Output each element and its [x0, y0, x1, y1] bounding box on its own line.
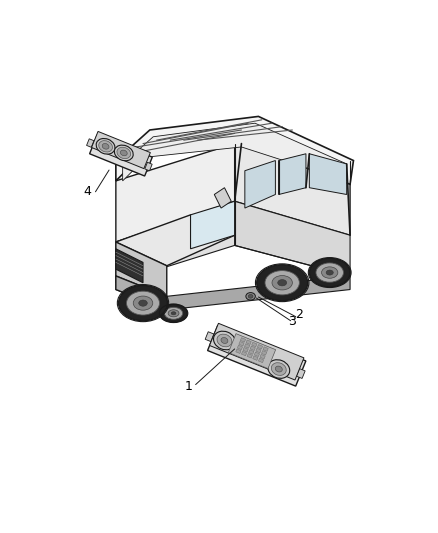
- Polygon shape: [191, 201, 235, 249]
- Polygon shape: [240, 338, 246, 342]
- Ellipse shape: [257, 265, 307, 301]
- Polygon shape: [228, 334, 276, 368]
- Ellipse shape: [164, 308, 183, 319]
- Ellipse shape: [119, 286, 167, 321]
- Polygon shape: [235, 201, 350, 276]
- Ellipse shape: [160, 304, 187, 322]
- Polygon shape: [309, 154, 346, 195]
- Polygon shape: [297, 369, 305, 378]
- Ellipse shape: [117, 147, 131, 159]
- Ellipse shape: [168, 310, 179, 317]
- Polygon shape: [116, 276, 350, 310]
- Ellipse shape: [139, 300, 147, 306]
- Polygon shape: [235, 143, 350, 235]
- Polygon shape: [205, 332, 214, 342]
- Ellipse shape: [309, 259, 350, 287]
- Polygon shape: [92, 132, 150, 168]
- Polygon shape: [145, 163, 152, 171]
- Polygon shape: [116, 249, 143, 282]
- Ellipse shape: [99, 141, 113, 152]
- Polygon shape: [123, 123, 346, 181]
- Ellipse shape: [268, 360, 290, 378]
- Polygon shape: [263, 347, 268, 351]
- Ellipse shape: [120, 150, 127, 156]
- Polygon shape: [116, 201, 235, 282]
- Polygon shape: [90, 135, 152, 176]
- Polygon shape: [254, 352, 260, 357]
- Ellipse shape: [278, 280, 286, 286]
- Polygon shape: [237, 345, 243, 350]
- Polygon shape: [246, 340, 251, 344]
- Ellipse shape: [276, 366, 282, 372]
- Polygon shape: [253, 356, 258, 360]
- Ellipse shape: [321, 267, 338, 278]
- Ellipse shape: [272, 276, 293, 290]
- Polygon shape: [209, 324, 304, 380]
- Text: 2: 2: [295, 309, 303, 321]
- Polygon shape: [260, 354, 265, 359]
- Text: 4: 4: [83, 184, 91, 198]
- Ellipse shape: [272, 362, 286, 375]
- Polygon shape: [261, 351, 267, 355]
- Polygon shape: [258, 344, 263, 349]
- Ellipse shape: [102, 143, 109, 149]
- Polygon shape: [214, 188, 231, 208]
- Polygon shape: [116, 143, 235, 242]
- Polygon shape: [116, 276, 167, 310]
- Polygon shape: [243, 348, 248, 352]
- Polygon shape: [116, 116, 353, 184]
- Ellipse shape: [133, 296, 153, 310]
- Polygon shape: [116, 242, 167, 296]
- Polygon shape: [116, 215, 235, 266]
- Polygon shape: [247, 353, 252, 358]
- Polygon shape: [236, 349, 241, 353]
- Ellipse shape: [217, 334, 232, 347]
- Ellipse shape: [114, 145, 133, 161]
- Polygon shape: [239, 342, 244, 346]
- Text: 3: 3: [289, 316, 296, 328]
- Ellipse shape: [265, 271, 299, 295]
- Polygon shape: [244, 344, 250, 348]
- Polygon shape: [249, 350, 254, 354]
- Polygon shape: [256, 349, 261, 353]
- Ellipse shape: [213, 331, 235, 350]
- Ellipse shape: [246, 293, 255, 300]
- Ellipse shape: [171, 312, 176, 315]
- Ellipse shape: [326, 270, 333, 275]
- Polygon shape: [258, 358, 264, 362]
- Ellipse shape: [127, 291, 159, 315]
- Polygon shape: [250, 346, 255, 351]
- Ellipse shape: [248, 294, 253, 298]
- Polygon shape: [208, 325, 306, 386]
- Ellipse shape: [221, 337, 228, 343]
- Text: 1: 1: [185, 380, 193, 393]
- Ellipse shape: [316, 263, 343, 282]
- Polygon shape: [245, 160, 276, 208]
- Polygon shape: [87, 139, 94, 147]
- Ellipse shape: [96, 139, 115, 154]
- Polygon shape: [279, 154, 306, 195]
- Polygon shape: [252, 342, 257, 347]
- Polygon shape: [241, 351, 247, 356]
